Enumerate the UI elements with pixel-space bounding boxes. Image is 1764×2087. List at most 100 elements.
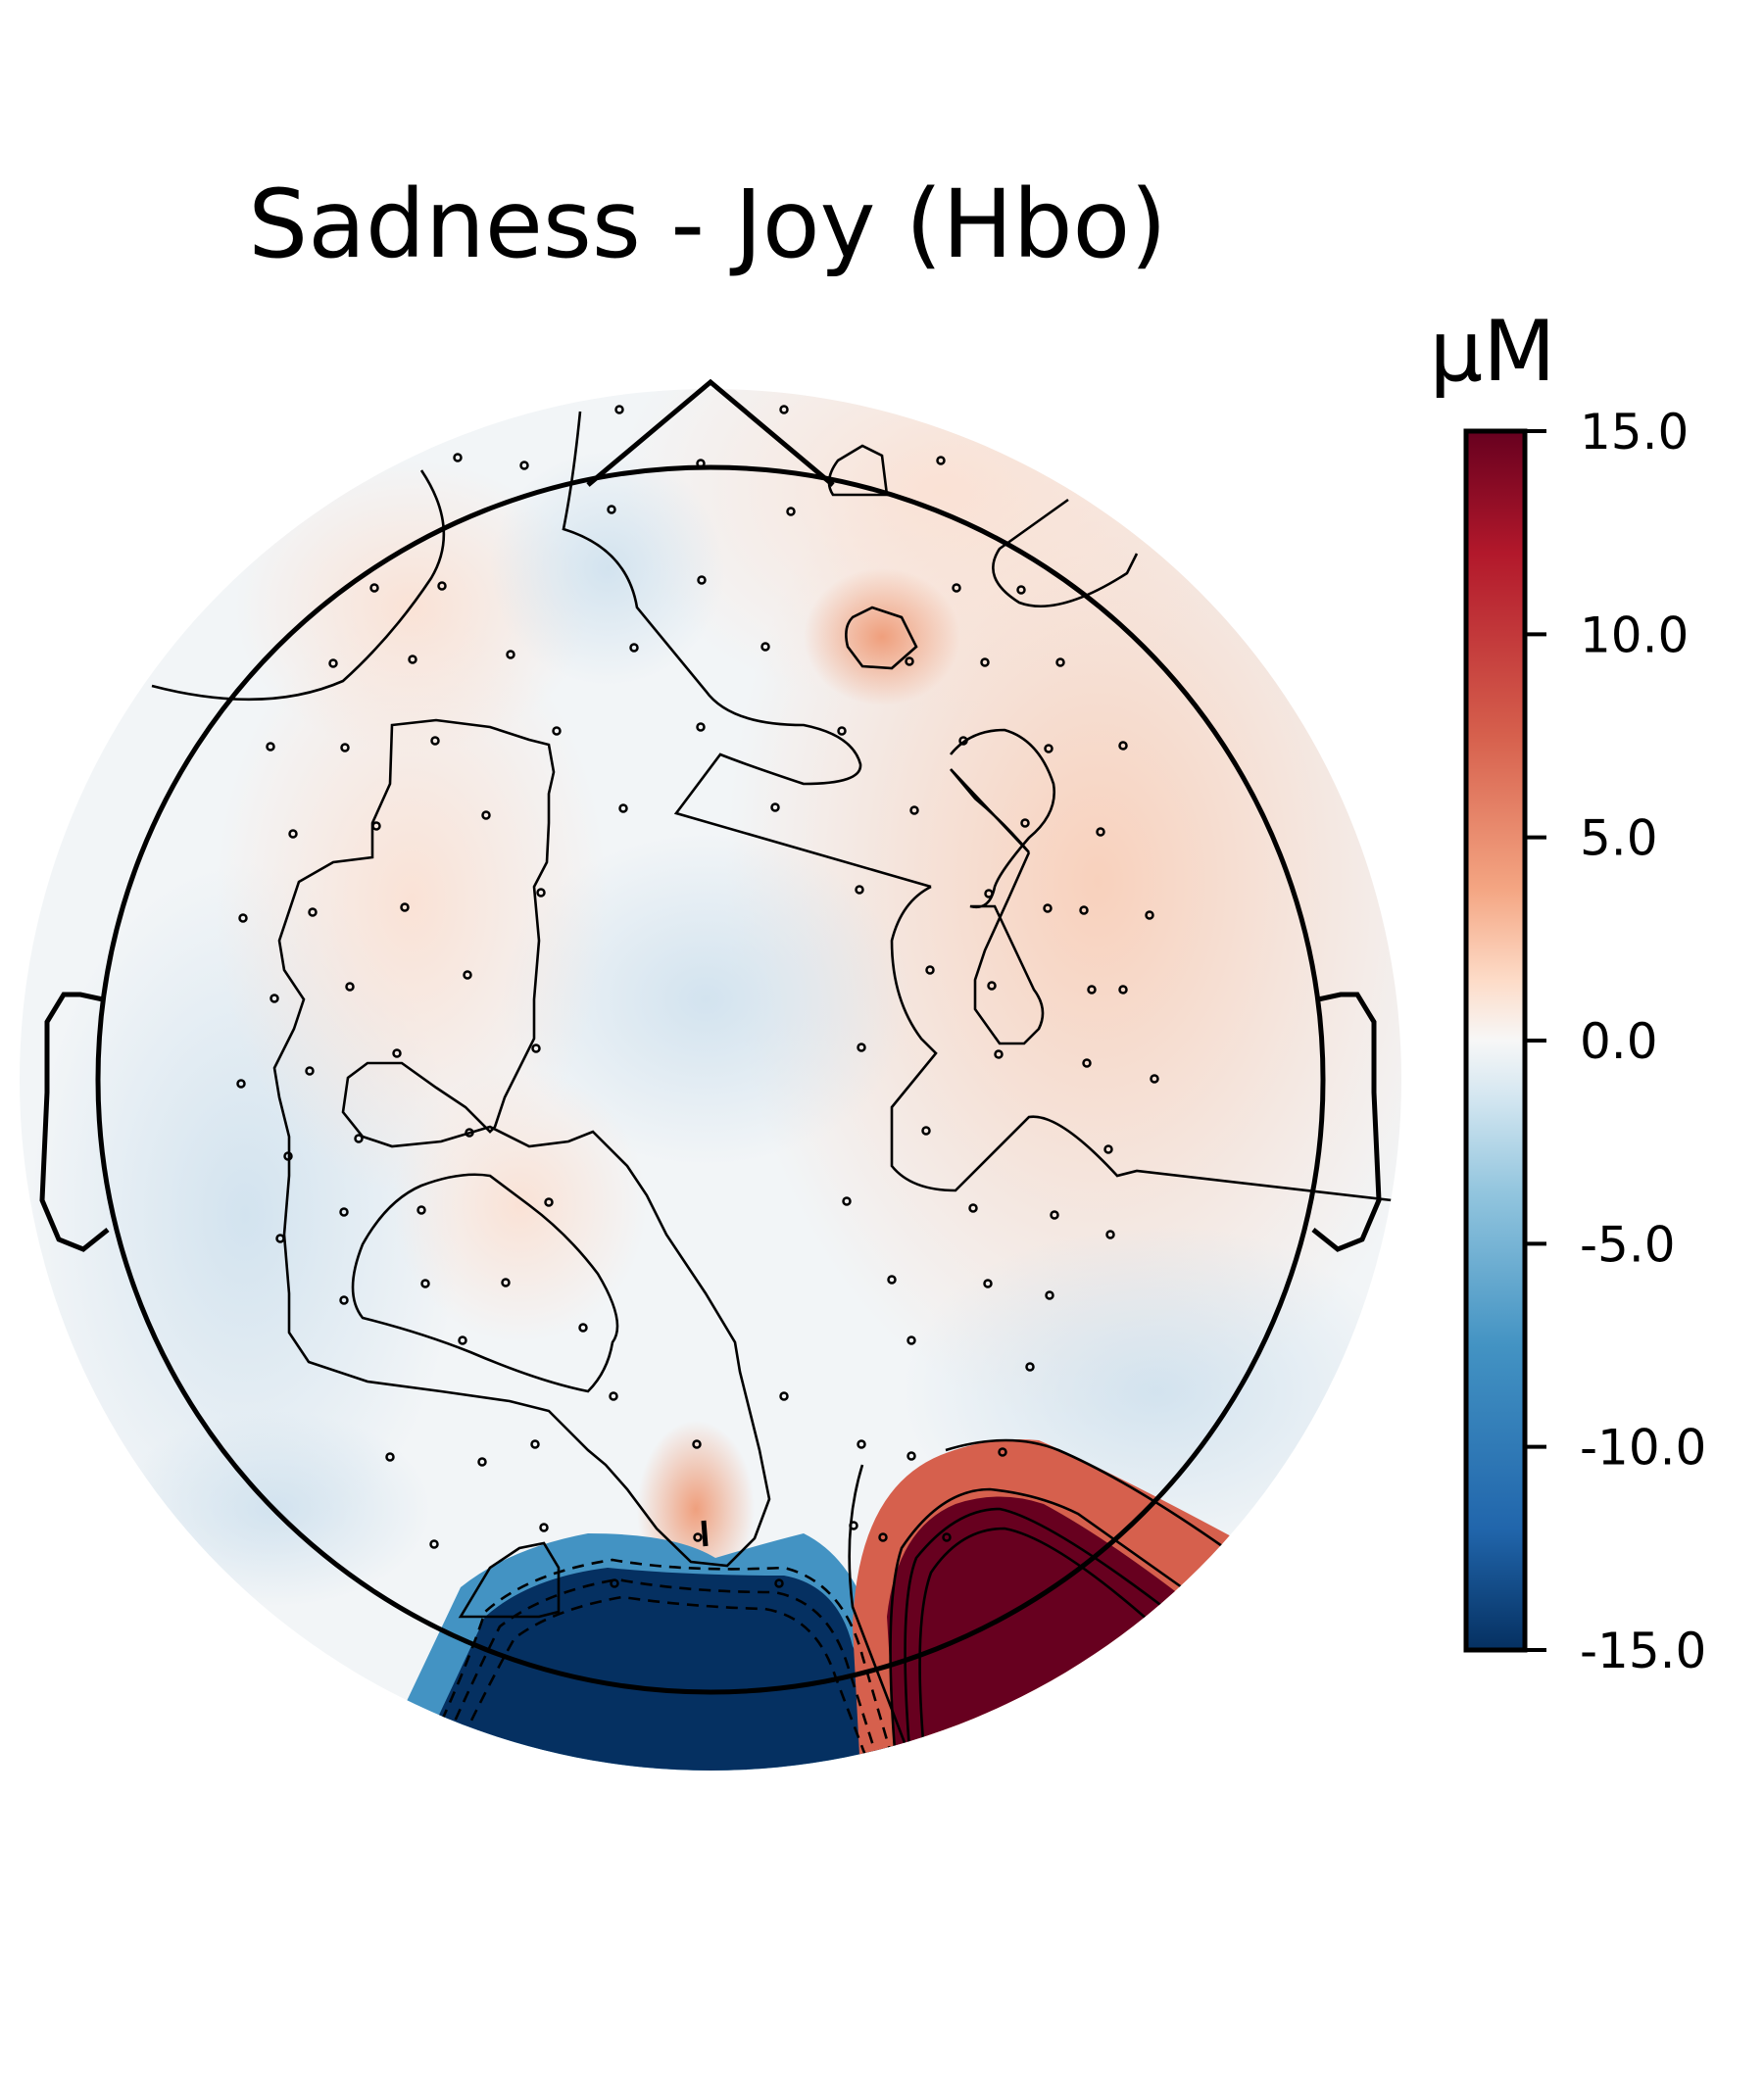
sensor-dot xyxy=(354,1134,364,1143)
sensor-dot xyxy=(980,657,990,667)
sensor-dot xyxy=(998,1447,1007,1457)
sensor-dot xyxy=(857,1439,866,1449)
sensor-dot xyxy=(609,1391,618,1401)
sensor-dot xyxy=(305,1066,315,1076)
sensor-dot xyxy=(774,1578,784,1588)
sensor-dot xyxy=(770,802,780,812)
colorbar-tick-label: 5.0 xyxy=(1580,810,1658,867)
sensor-dot xyxy=(887,1275,897,1285)
sensor-dot xyxy=(458,1335,467,1345)
sensor-markers xyxy=(236,405,1159,1588)
sensor-dot xyxy=(531,1044,541,1053)
sensor-dot xyxy=(1045,1290,1054,1300)
sensor-dot xyxy=(429,1539,439,1549)
sensor-dot xyxy=(614,405,624,414)
sensor-dot xyxy=(369,583,379,593)
sensor-dot xyxy=(501,1278,511,1287)
sensor-dot xyxy=(340,743,350,752)
sensor-dot xyxy=(987,981,997,991)
sensor-dot xyxy=(536,888,546,898)
sensor-dot xyxy=(1103,1144,1113,1154)
sensor-dot xyxy=(1016,585,1026,595)
sensor-dot xyxy=(339,1295,349,1305)
sensor-dot xyxy=(275,1234,285,1243)
sensor-dot xyxy=(345,982,355,992)
sensor-dot xyxy=(1150,1074,1159,1084)
sensor-dot xyxy=(607,505,616,514)
sensor-dot xyxy=(849,1521,858,1530)
negative-blob-core xyxy=(412,1568,916,1771)
sensor-dot xyxy=(238,913,248,923)
sensor-dot xyxy=(463,970,472,980)
sensor-dot xyxy=(696,722,706,732)
sensor-dot xyxy=(618,803,628,813)
sensor-dot xyxy=(420,1279,430,1288)
sensor-dot xyxy=(270,994,279,1003)
sensor-dot xyxy=(477,1457,487,1467)
sensor-dot xyxy=(283,1151,293,1161)
sensor-dot xyxy=(968,1203,978,1213)
sensor-dot xyxy=(400,902,410,912)
sensor-dot xyxy=(779,1391,789,1401)
topomap-field xyxy=(20,389,1401,1771)
sensor-dot xyxy=(994,1049,1004,1059)
sensor-dot xyxy=(1025,1362,1035,1372)
sensor-dot xyxy=(465,1128,474,1138)
sensor-dot xyxy=(629,643,639,653)
sensor-dot xyxy=(385,1452,395,1462)
right-ear xyxy=(1311,992,1382,1252)
sensor-dot xyxy=(544,1197,554,1207)
sensor-dot xyxy=(453,453,463,462)
sensor-dot xyxy=(266,742,275,752)
colorbar-tick-label: 0.0 xyxy=(1580,1013,1658,1070)
sensor-dot xyxy=(958,736,968,746)
sensor-dot xyxy=(878,1532,888,1542)
sensor-dot xyxy=(530,1439,540,1449)
sensor-dot xyxy=(430,736,440,746)
left-ear xyxy=(39,992,110,1252)
sensor-dot xyxy=(692,1439,702,1449)
sensor-dot xyxy=(1118,985,1128,995)
sensor-dot xyxy=(392,1048,402,1058)
sensor-dot xyxy=(837,726,847,736)
sensor-dot xyxy=(552,726,562,736)
sensor-dot xyxy=(1043,903,1053,913)
sensor-dot xyxy=(1087,985,1097,995)
sensor-dot xyxy=(936,456,946,465)
sensor-dot xyxy=(952,583,961,593)
sensor-dot xyxy=(1079,905,1089,915)
sensor-dot xyxy=(1118,741,1128,751)
sensor-dot xyxy=(308,907,318,917)
colorbar-tick-label: 10.0 xyxy=(1580,607,1689,663)
nose-shape xyxy=(586,378,835,487)
sensor-dot xyxy=(697,575,707,585)
sensor-dot xyxy=(779,405,789,414)
sensor-dot xyxy=(906,1451,916,1461)
sensor-dot xyxy=(578,1323,588,1333)
colorbar: µM 15.0 10.0 5.0 0.0 -5.0 -10.0 -15.0 xyxy=(1430,303,1707,1679)
sensor-dot xyxy=(519,461,529,470)
sensor-dot xyxy=(1145,910,1154,920)
sensor-dot xyxy=(1096,827,1105,837)
sensor-dot xyxy=(906,1335,916,1345)
colorbar-tick-label: -10.0 xyxy=(1580,1420,1706,1477)
sensor-dot xyxy=(921,1126,931,1136)
sensor-dot xyxy=(1082,1058,1092,1068)
colorbar-tick-label: 15.0 xyxy=(1580,404,1689,461)
sensor-dot xyxy=(371,821,381,831)
sensor-dot xyxy=(1050,1210,1059,1220)
sensor-dot xyxy=(942,1532,952,1542)
sensor-dot xyxy=(481,810,491,820)
head-outline xyxy=(39,378,1382,1695)
sensor-dot xyxy=(857,1043,866,1052)
sensor-dot xyxy=(1055,657,1065,667)
colorbar-ticks: 15.0 10.0 5.0 0.0 -5.0 -10.0 -15.0 xyxy=(1525,404,1706,1679)
sensor-dot xyxy=(786,507,796,516)
colorbar-unit-label: µM xyxy=(1430,303,1556,401)
colorbar-gradient xyxy=(1463,428,1528,1653)
colorbar-tick-label: -5.0 xyxy=(1580,1216,1676,1273)
sensor-dot xyxy=(1020,818,1030,828)
sensor-dot xyxy=(539,1523,549,1532)
sensor-dot xyxy=(1105,1230,1115,1239)
head-circle xyxy=(95,464,1326,1695)
